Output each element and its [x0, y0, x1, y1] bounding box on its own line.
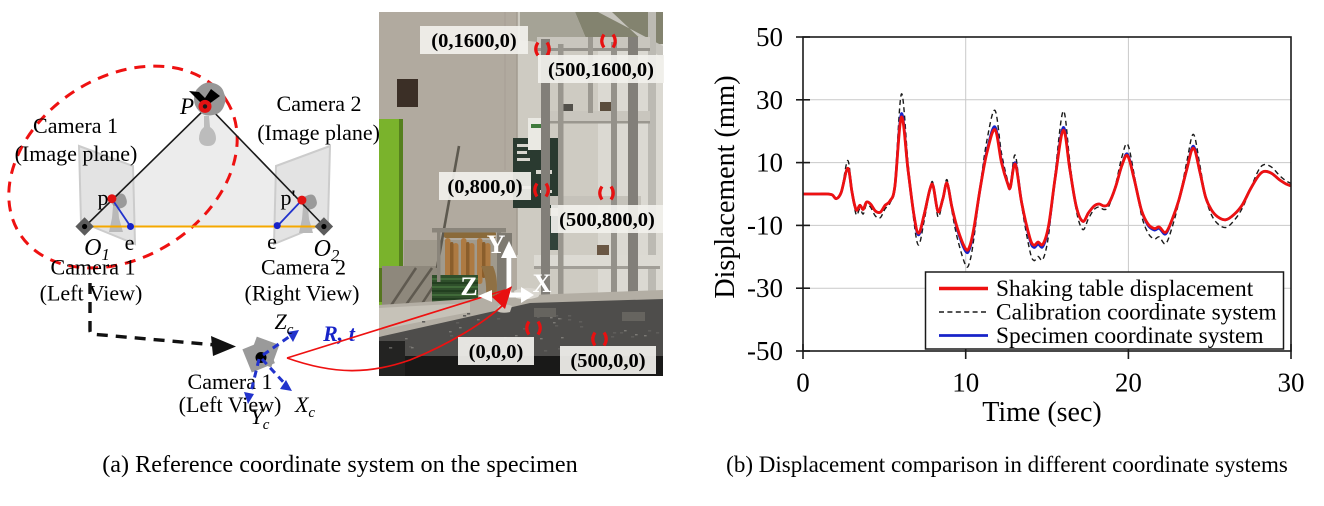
svg-text:Shaking table displacement: Shaking table displacement: [996, 276, 1254, 302]
svg-text:X: X: [533, 269, 552, 298]
svg-text:(500,800,0): (500,800,0): [559, 209, 655, 231]
svg-text:Camera 1: Camera 1: [188, 369, 273, 394]
svg-text:Camera 1: Camera 1: [51, 255, 136, 280]
svg-text:(a) Reference coordinate syste: (a) Reference coordinate system on the s…: [102, 451, 577, 478]
svg-text:p': p': [281, 185, 296, 210]
svg-text:p: p: [98, 185, 109, 210]
svg-text:20: 20: [1115, 368, 1142, 398]
svg-text:(500,1600,0): (500,1600,0): [548, 59, 654, 81]
svg-text:50: 50: [756, 22, 783, 52]
svg-text:Camera 2: Camera 2: [261, 255, 346, 280]
svg-text:(b) Displacement comparison in: (b) Displacement comparison in different…: [726, 452, 1288, 477]
svg-text:(Image plane): (Image plane): [257, 120, 380, 145]
svg-text:30: 30: [756, 85, 783, 115]
svg-text:P: P: [179, 94, 194, 119]
svg-text:(0,1600,0): (0,1600,0): [431, 30, 516, 52]
svg-text:Camera 1: Camera 1: [33, 113, 118, 138]
svg-text:10: 10: [952, 368, 979, 398]
svg-text:Specimen coordinate system: Specimen coordinate system: [996, 323, 1264, 349]
svg-text:e: e: [125, 230, 135, 255]
svg-text:(0,800,0): (0,800,0): [447, 176, 522, 198]
svg-text:Time (sec): Time (sec): [982, 397, 1102, 428]
svg-text:0: 0: [796, 368, 810, 398]
svg-text:Z: Z: [460, 272, 477, 301]
svg-text:-10: -10: [747, 210, 783, 240]
svg-text:Y: Y: [487, 230, 506, 259]
svg-text:30: 30: [1278, 368, 1305, 398]
svg-text:Displacement (mm): Displacement (mm): [710, 75, 741, 298]
svg-text:-50: -50: [747, 336, 783, 366]
svg-text:Camera 2: Camera 2: [277, 91, 362, 116]
svg-text:10: 10: [756, 148, 783, 178]
svg-text:-30: -30: [747, 273, 783, 303]
svg-text:(Image plane): (Image plane): [15, 141, 138, 166]
svg-text:(0,0,0): (0,0,0): [469, 341, 524, 363]
svg-text:Calibration coordinate system: Calibration coordinate system: [996, 300, 1277, 326]
svg-text:(Left View): (Left View): [179, 392, 282, 417]
svg-text:e: e: [267, 229, 277, 254]
svg-text:(Right View): (Right View): [245, 281, 360, 306]
svg-text:(500,0,0): (500,0,0): [570, 350, 645, 372]
